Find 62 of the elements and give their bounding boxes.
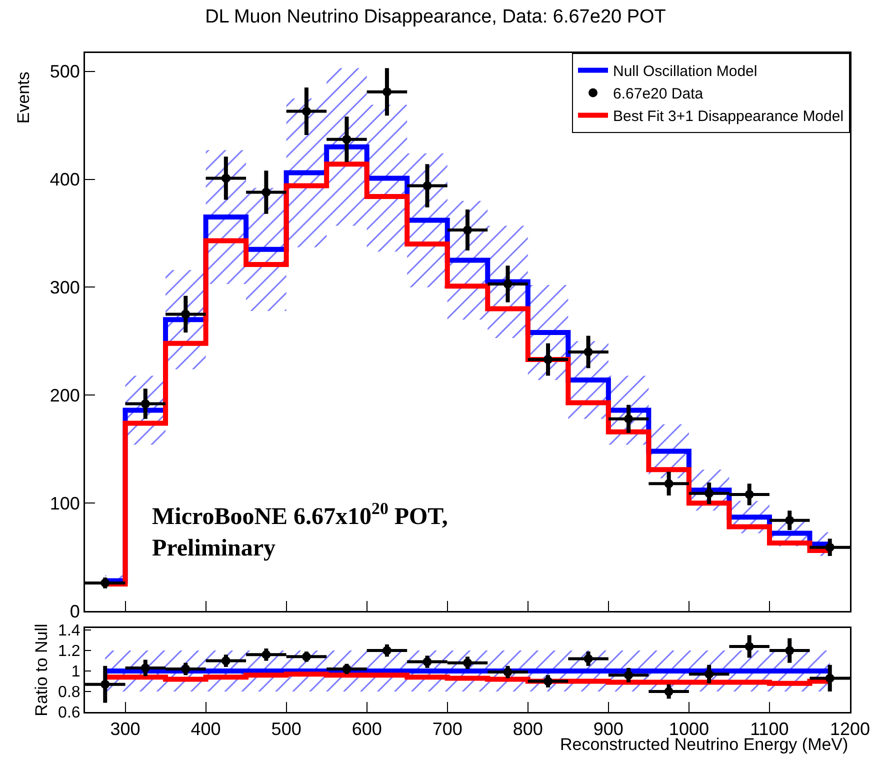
y-tick-label: 500 — [50, 62, 80, 82]
point — [221, 174, 230, 183]
y-axis-title: Events — [14, 72, 34, 124]
point — [503, 279, 512, 288]
point — [140, 399, 150, 408]
point — [302, 106, 311, 116]
point — [181, 664, 190, 674]
point — [624, 414, 634, 424]
y-axis-title: Ratio to Null — [32, 624, 51, 716]
y-tick-label: 100 — [50, 493, 80, 514]
y-tick-label: 0 — [70, 601, 80, 622]
x-tick-label: 800 — [512, 719, 543, 740]
point — [785, 646, 794, 656]
point — [463, 226, 472, 235]
point — [342, 134, 352, 144]
x-tick-label: 500 — [271, 719, 302, 740]
y-tick-label: 300 — [50, 278, 80, 298]
point — [584, 654, 593, 664]
chart-title: DL Muon Neutrino Disappearance, Data: 6.67e20 POT — [205, 6, 666, 28]
point — [544, 355, 553, 364]
x-tick-label: 700 — [432, 719, 462, 740]
x-tick-label: 600 — [352, 719, 382, 740]
point — [342, 664, 352, 674]
y-tick-label: 1.4 — [58, 622, 80, 640]
y-tick-label: 1 — [71, 664, 80, 681]
point — [704, 488, 714, 498]
point — [302, 652, 311, 662]
y-tick-label: 200 — [50, 385, 80, 406]
point — [422, 657, 432, 666]
point — [181, 310, 190, 319]
x-tick-label: 300 — [110, 719, 140, 740]
point — [544, 676, 553, 686]
point — [262, 188, 271, 197]
y-tick-label: 1.2 — [58, 643, 80, 660]
y-tick-label: 0.6 — [58, 704, 80, 722]
point — [664, 687, 674, 696]
point — [584, 347, 593, 356]
text: MicroBooNE 6.67x10$^{20}$ POT, Preliminary — [152, 499, 448, 562]
point — [100, 680, 110, 689]
point — [744, 642, 754, 651]
legend-label: Null Oscillation Model — [613, 63, 758, 80]
point — [382, 87, 392, 96]
point — [785, 516, 794, 525]
point — [463, 658, 472, 668]
legend-label: Best Fit 3+1 Disappearance Model — [613, 108, 844, 126]
point — [262, 650, 271, 660]
y-tick-label: 0.8 — [58, 684, 80, 702]
point — [624, 670, 634, 680]
point — [503, 668, 512, 677]
point — [221, 656, 230, 666]
point — [382, 646, 392, 656]
y-tick-label: 400 — [50, 170, 80, 190]
point — [664, 479, 674, 488]
point — [704, 670, 714, 679]
x-tick-label: 400 — [190, 719, 221, 740]
legend-label: 6.67e20 Data — [613, 86, 704, 103]
point — [744, 490, 754, 499]
point — [422, 181, 432, 190]
point — [100, 578, 110, 588]
point — [140, 663, 150, 672]
point — [825, 542, 834, 552]
point — [825, 674, 834, 683]
